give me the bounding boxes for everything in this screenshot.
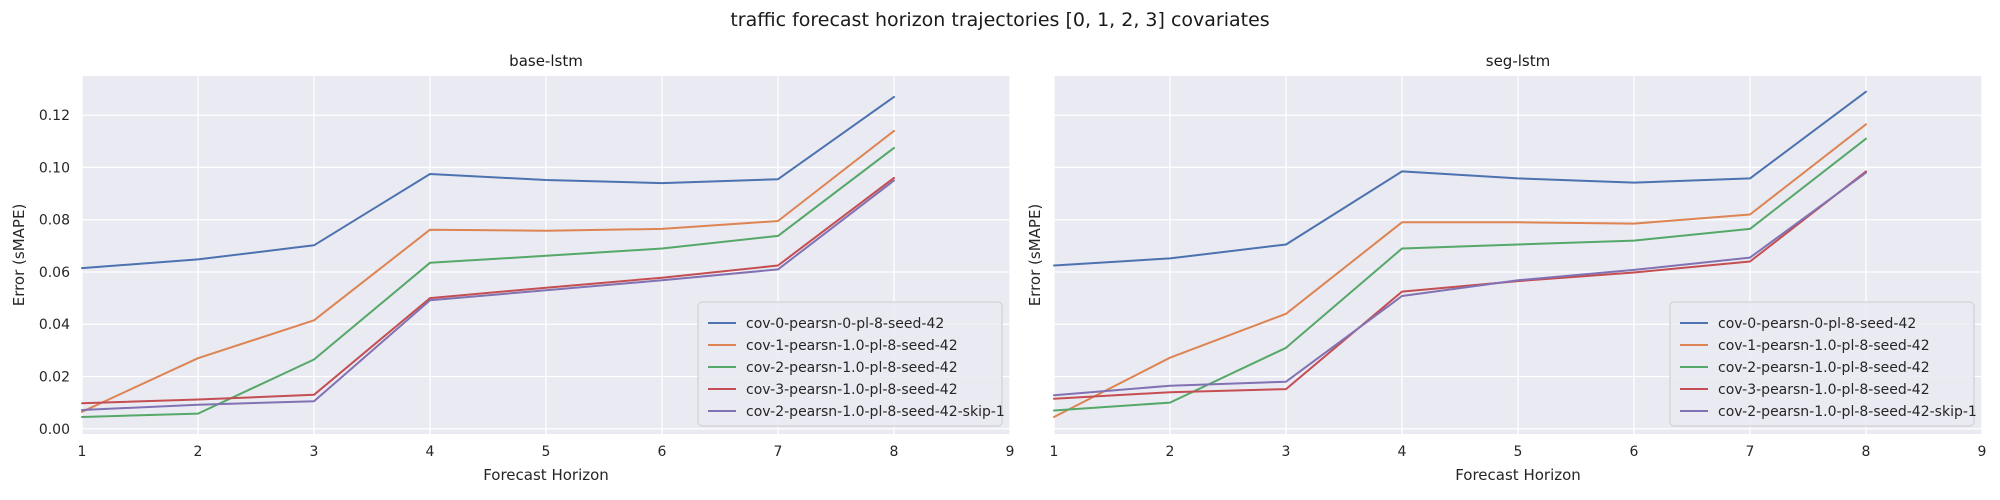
x-tick-label: 6 xyxy=(1630,444,1639,460)
y-tick-label: 0.12 xyxy=(39,108,70,124)
legend-label: cov-1-pearsn-1.0-pl-8-seed-42 xyxy=(1718,338,1930,354)
y-tick-label: 0.06 xyxy=(39,265,70,281)
x-tick-label: 4 xyxy=(426,444,435,460)
panel-base-lstm: 0.00 0.02 0.04 0.06 0.08 0.10 0.12 1 2 3 4 5 6 7 8 9 bas… xyxy=(10,52,1014,484)
series-line-cov-0-pearsn-0-pl-8-seed-42 xyxy=(81,95,895,270)
legend-box xyxy=(1669,301,1975,427)
legend: cov-0-pearsn-0-pl-8-seed-42 cov-1-pearsn-… xyxy=(1669,301,1977,427)
x-tick-label: 4 xyxy=(1398,444,1407,460)
x-tick-label: 8 xyxy=(1862,444,1871,460)
y-axis-label: Error (sMAPE) xyxy=(10,204,28,307)
series-line-cov-1-pearsn-1-0-pl-8-seed-42 xyxy=(1053,123,1867,418)
legend-label: cov-0-pearsn-0-pl-8-seed-42 xyxy=(746,316,944,332)
figure-title: traffic forecast horizon trajectories [0… xyxy=(730,9,1269,31)
x-tick-label: 9 xyxy=(1978,444,1987,460)
x-tick-label: 7 xyxy=(1746,444,1755,460)
x-tick-label: 1 xyxy=(78,444,87,460)
panel-title: base-lstm xyxy=(509,52,583,70)
x-tick-label: 5 xyxy=(542,444,551,460)
y-tick-label: 0.02 xyxy=(39,370,70,386)
panel-title: seg-lstm xyxy=(1486,52,1550,70)
series-line-cov-2-pearsn-1-0-pl-8-seed-42-skip-1 xyxy=(1053,171,1867,397)
legend: cov-0-pearsn-0-pl-8-seed-42 cov-1-pearsn-… xyxy=(697,301,1005,427)
x-tick-label: 2 xyxy=(194,444,203,460)
x-tick-label: 5 xyxy=(1514,444,1523,460)
legend-label: cov-2-pearsn-1.0-pl-8-seed-42 xyxy=(1718,360,1930,376)
x-tick-label: 8 xyxy=(890,444,899,460)
x-tick-label: 9 xyxy=(1006,444,1015,460)
legend-label: cov-3-pearsn-1.0-pl-8-seed-42 xyxy=(1718,382,1930,398)
y-axis-label: Error (sMAPE) xyxy=(1026,204,1044,307)
legend-label: cov-1-pearsn-1.0-pl-8-seed-42 xyxy=(746,338,958,354)
y-tick-label: 0.08 xyxy=(39,213,70,229)
series-line-cov-1-pearsn-1-0-pl-8-seed-42 xyxy=(81,129,895,413)
legend-box xyxy=(697,301,1003,427)
series-line-cov-0-pearsn-0-pl-8-seed-42 xyxy=(1053,90,1867,267)
series-line-cov-3-pearsn-1-0-pl-8-seed-42 xyxy=(1053,170,1867,400)
legend-label: cov-2-pearsn-1.0-pl-8-seed-42-skip-1 xyxy=(1718,404,1977,420)
y-tick-label: 0.00 xyxy=(39,422,70,438)
y-tick-label: 0.04 xyxy=(39,317,70,333)
panel-seg-lstm: 1 2 3 4 5 6 7 8 9 seg-lstm Forecast Horizon Error (… xyxy=(1026,52,1986,484)
x-tick-label: 2 xyxy=(1166,444,1175,460)
x-tick-label: 6 xyxy=(658,444,667,460)
x-tick-label: 1 xyxy=(1050,444,1059,460)
x-axis-label: Forecast Horizon xyxy=(1455,466,1581,484)
legend-label: cov-2-pearsn-1.0-pl-8-seed-42 xyxy=(746,360,958,376)
series-line-cov-2-pearsn-1-0-pl-8-seed-42 xyxy=(1053,137,1867,412)
y-tick-label: 0.10 xyxy=(39,160,70,176)
series-line-cov-3-pearsn-1-0-pl-8-seed-42 xyxy=(81,176,895,405)
legend-label: cov-2-pearsn-1.0-pl-8-seed-42-skip-1 xyxy=(746,404,1005,420)
legend-label: cov-3-pearsn-1.0-pl-8-seed-42 xyxy=(746,382,958,398)
x-tick-label: 3 xyxy=(1282,444,1291,460)
x-axis-label: Forecast Horizon xyxy=(483,466,609,484)
series-line-cov-2-pearsn-1-0-pl-8-seed-42-skip-1 xyxy=(81,179,895,411)
x-tick-label: 7 xyxy=(774,444,783,460)
legend-label: cov-0-pearsn-0-pl-8-seed-42 xyxy=(1718,316,1916,332)
x-tick-label: 3 xyxy=(310,444,319,460)
